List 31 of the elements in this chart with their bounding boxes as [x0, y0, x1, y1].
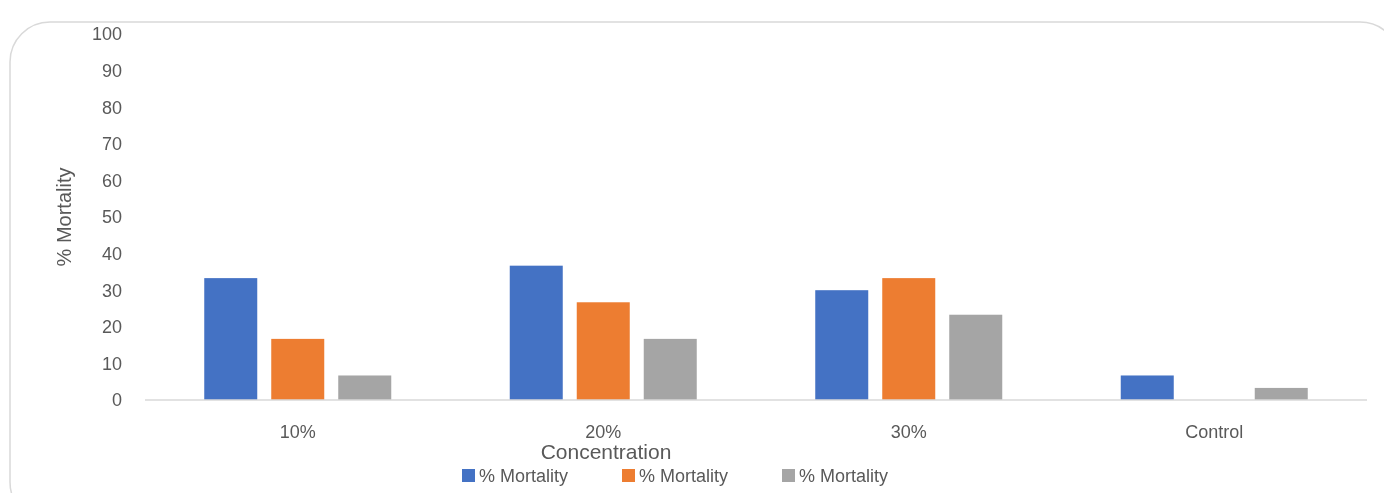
bar	[338, 375, 392, 400]
x-tick-label: 20%	[585, 422, 622, 442]
y-axis-title: % Mortality	[53, 167, 75, 267]
y-tick-label: 70	[101, 134, 122, 155]
bar	[1120, 375, 1174, 400]
legend-label: % Mortality	[479, 466, 569, 486]
y-tick-label: 60	[101, 170, 122, 191]
bar	[271, 338, 325, 400]
y-tick-label: 20	[101, 317, 122, 338]
bar	[643, 338, 697, 400]
bar	[882, 278, 936, 400]
legend-label: % Mortality	[799, 466, 889, 486]
bar	[576, 302, 630, 400]
bar	[1254, 387, 1308, 400]
y-tick-label: 10	[101, 353, 122, 374]
y-tick-label: 30	[101, 280, 122, 301]
y-tick-label: 0	[111, 390, 122, 411]
y-tick-label: 100	[91, 24, 122, 45]
y-tick-label: 50	[101, 207, 122, 228]
y-tick-label: 40	[101, 243, 122, 264]
x-tick-label: 10%	[279, 422, 316, 442]
x-axis-title: Concentration	[540, 440, 672, 463]
legend-label: % Mortality	[639, 466, 729, 486]
x-tick-label: Control	[1185, 422, 1244, 442]
bar	[815, 290, 869, 400]
bar	[509, 265, 563, 400]
x-tick-label: 30%	[890, 422, 927, 442]
y-tick-label: 90	[101, 60, 122, 81]
y-tick-label: 80	[101, 97, 122, 118]
bar	[204, 278, 258, 400]
bar	[949, 314, 1003, 400]
